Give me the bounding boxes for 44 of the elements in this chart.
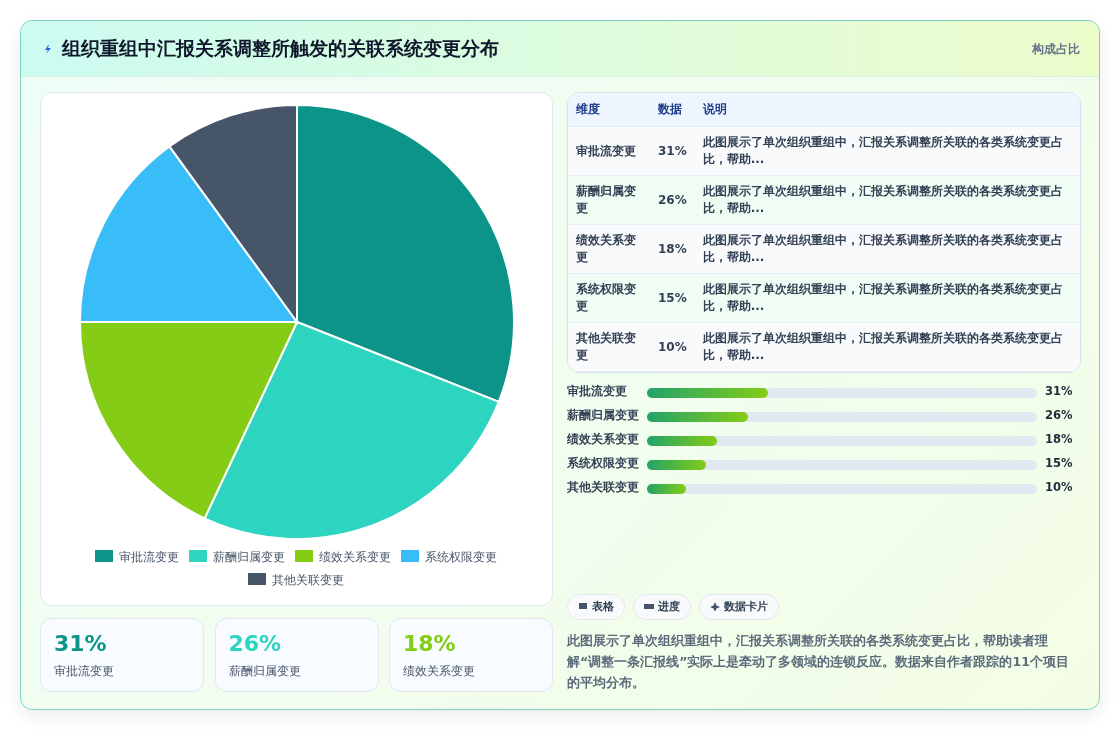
legend-label: 绩效关系变更 [317,549,391,566]
y-tick-label: 其他关联变更 [567,480,639,495]
text: 绩效关系变更 [403,664,475,679]
bar [647,436,718,446]
y-tick-label: 审批流变更 [567,384,627,399]
data-label: 15% [1045,456,1073,470]
text: 薪酬归属变更 [228,664,301,679]
text: 此图展示了单次组织重组中，汇报关系调整所关联的各类系统变更占比，帮助... [694,322,1080,372]
text: 构成占比 [1032,41,1080,58]
text: 31% [650,126,695,176]
bar [647,388,768,398]
text: 维度 [568,93,650,127]
data-label: 10% [1045,480,1073,494]
bar [647,412,749,422]
legend-label: 审批流变更 [117,549,179,566]
text: 数据 [650,93,695,127]
text: 表格 [567,594,625,620]
text: 18% [403,631,456,656]
text: 进度 [633,594,691,620]
text: 审批流变更 [54,664,114,679]
text: 此图展示了单次组织重组中，汇报关系调整所关联的各类系统变更占比，帮助... [694,273,1080,323]
text: 说明 [694,93,1080,127]
data-label: 18% [1045,432,1073,446]
text: 此图展示了单次组织重组中，汇报关系调整所关联的各类系统变更占比，帮助... [694,126,1080,176]
text: 26% [228,631,282,656]
text: 18% [650,224,695,274]
data-label: 26% [1045,408,1073,422]
legend-label: 其他关联变更 [270,572,344,589]
text: 数据卡片 [699,594,779,620]
text: 此图展示了单次组织重组中，汇报关系调整所关联的各类系统变更占比，帮助... [694,175,1080,225]
text: 26% [650,175,695,225]
y-tick-label: 薪酬归属变更 [567,408,639,423]
text: 此图展示了单次组织重组中，汇报关系调整所关联的各类系统变更占比，帮助... [694,224,1080,274]
bar [647,460,706,470]
text: 10% [650,322,695,372]
text: 15% [650,273,695,323]
chart-title: 组织重组中汇报关系调整所触发的关联系统变更分布 [62,36,499,61]
text: 此图展示了单次组织重组中，汇报关系调整所关联的各类系统变更占比，帮助读者理解“调整一条汇报线”实际上是牵动了多领域的连锁反应。数据来自作者跟踪的11个项目的平均分布。 [567,632,1070,692]
y-tick-label: 绩效关系变更 [567,432,639,447]
y-tick-label: 系统权限变更 [567,456,639,471]
text: 31% [54,631,107,656]
legend-label: 系统权限变更 [423,549,497,566]
data-label: 31% [1045,384,1073,398]
legend-label: 薪酬归属变更 [211,549,285,566]
